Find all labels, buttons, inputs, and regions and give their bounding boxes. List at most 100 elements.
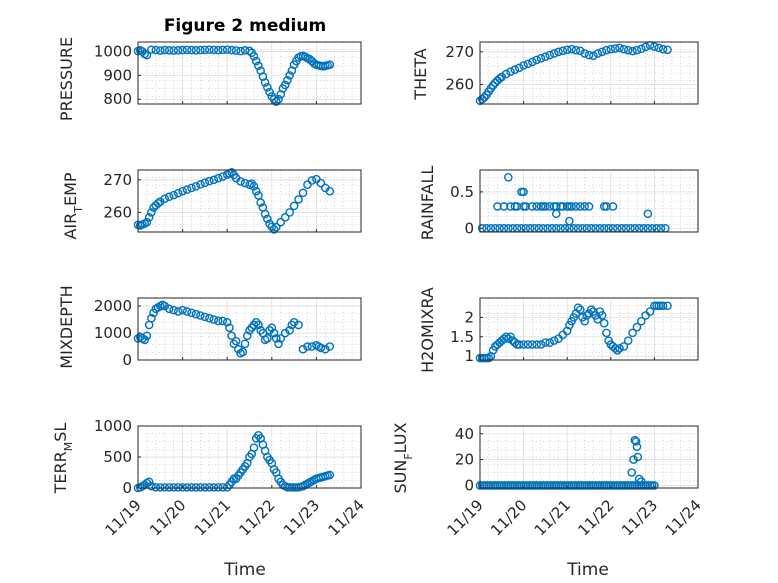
air_temp-data-point [149, 203, 158, 212]
theta-data-point [593, 49, 603, 58]
terr_msl-data-point [191, 483, 201, 492]
theta-data-point [602, 45, 611, 55]
terr_msl-ytick-label: 0 [122, 479, 132, 497]
pressure-data-point [187, 45, 196, 55]
mixdepth-data-point [142, 331, 152, 341]
pressure-data-point [249, 52, 259, 61]
terr_msl-data-point [200, 483, 210, 492]
mixdepth-data-point [213, 316, 223, 326]
pressure-data-point [209, 45, 219, 55]
terr_msl-data-point [213, 483, 223, 492]
sun_flux-ytick-label: 0 [464, 476, 474, 494]
sun-flux-ylabel: SUNFLUX [391, 422, 415, 493]
air_temp-data-point [236, 177, 245, 186]
rainfall-data-point [575, 202, 585, 211]
terr_msl-data-point [178, 483, 187, 492]
pressure-data-point [283, 75, 292, 85]
mixdepth-data-point [254, 320, 263, 330]
terr_msl-data-point [196, 483, 205, 492]
terr_msl-data-point [160, 483, 170, 492]
theta-data-point [575, 46, 585, 56]
xlabel-left: Time [223, 560, 266, 580]
h2omixra-data-point [632, 322, 642, 332]
air-temp-ylabel-b: EMP [61, 172, 80, 206]
terr_msl-data-point [205, 483, 214, 492]
pressure-data-point [169, 46, 178, 55]
pressure-data-point [285, 71, 294, 80]
mixdepth-data-point [298, 344, 308, 354]
pressure-axes-box [137, 41, 362, 105]
air_temp-data-point [280, 213, 290, 222]
axes-theta: 260 270 [445, 40, 699, 106]
pressure-ylabel: PRESSURE [57, 37, 76, 121]
pressure-data-point [236, 46, 245, 56]
air_temp-data-point [164, 192, 174, 202]
theta-data-point [641, 42, 650, 52]
sun_flux-data-point [633, 452, 643, 462]
rainfall-data-point [580, 202, 589, 211]
h2omixra-data-point [615, 344, 624, 353]
terr_msl-data-point [169, 483, 178, 492]
air_temp-data-point [247, 179, 257, 189]
h2omixra-data-point [599, 318, 609, 328]
mixdepth-data-point [196, 311, 205, 320]
mixdepth-data-point [271, 334, 281, 343]
h2omixra-data-point [613, 346, 622, 355]
pressure-data-point [227, 45, 236, 55]
pressure-data-point [260, 78, 270, 87]
h2omixra-data-point [545, 338, 555, 347]
axes-air_temp: 260 270 [103, 167, 362, 234]
mixdepth-data-point [205, 313, 214, 323]
pressure-data-point [147, 45, 156, 54]
mixdepth-data-point [294, 320, 303, 330]
terr_msl-ytick-label: 500 [103, 448, 132, 466]
pressure-data-point [254, 61, 263, 71]
air_temp-data-point [147, 208, 156, 217]
air_temp-data-point [209, 175, 219, 185]
pressure-data-point [155, 46, 165, 55]
h2omixra-data-point [501, 332, 511, 342]
terr_msl-data-point [144, 477, 154, 487]
air_temp-data-point [144, 213, 154, 222]
sun_flux-ytick-label: 40 [455, 425, 474, 443]
pressure-data-point [213, 45, 223, 55]
pressure-data-point [151, 45, 161, 55]
h2omixra-data-point [514, 340, 524, 349]
h2omixra-data-point [663, 301, 672, 311]
theta-data-point [506, 67, 515, 76]
mixdepth-data-point [274, 339, 283, 349]
pressure-data-point [251, 56, 261, 66]
pressure-data-point [182, 45, 192, 55]
axes-pressure: 800 900 1000 [94, 41, 362, 108]
sun_flux-data-point [632, 442, 642, 451]
air_temp-data-point [325, 186, 335, 196]
rainfall-ytick-label: 0.5 [450, 183, 474, 201]
theta-ylabel: THETA [411, 48, 430, 100]
theta-data-point [532, 55, 541, 65]
h2omixra-data-point [623, 336, 633, 345]
theta-data-point [536, 54, 546, 63]
theta-data-point [490, 78, 500, 88]
pressure-data-point [191, 46, 201, 55]
pressure-data-point [271, 97, 281, 106]
air_temp-data-point [200, 178, 210, 188]
air_temp-data-point [196, 180, 205, 189]
pressure-data-point [269, 94, 279, 104]
rainfall-data-point [504, 172, 513, 182]
pressure-data-point [325, 60, 335, 69]
h2omixra-data-point [645, 307, 655, 316]
air_temp-data-point [316, 178, 326, 188]
sun-ylabel-sub: F [402, 453, 415, 459]
mixdepth-data-point [225, 323, 234, 332]
terr-ylabel-a: TERR [51, 451, 70, 494]
theta-data-point [584, 50, 594, 60]
mixdepth-data-point [316, 343, 326, 353]
terr_msl-data-point [182, 483, 192, 492]
terr_msl-data-point [164, 483, 174, 492]
mixdepth-data-point [267, 323, 277, 332]
mixdepth-data-point [240, 339, 250, 349]
air_temp-data-point [169, 190, 178, 200]
theta-data-point [514, 63, 524, 73]
mixdepth-data-point [303, 342, 312, 351]
mixdepth-data-point [209, 315, 219, 324]
